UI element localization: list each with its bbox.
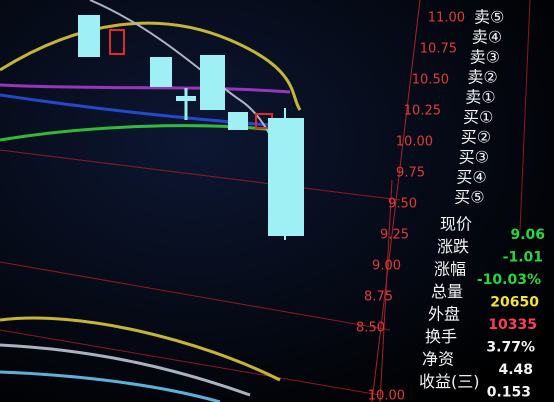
price-label: 10.00 [368,389,405,402]
candle [268,118,304,236]
price-label: 10.50 [412,73,449,88]
quote-label: 涨幅 [434,260,466,279]
ma-line [0,343,251,397]
quote-value: 9.06 [510,227,545,243]
grid-line [0,149,401,201]
quote-value: 20650 [490,295,539,311]
order-book-label: 买① [463,108,493,127]
grid-line [519,0,531,231]
order-book-label: 买④ [456,168,486,187]
ma-line [0,370,221,402]
axis-line [371,0,421,402]
order-book-label: 买⑤ [454,188,484,207]
candle [150,57,172,87]
screen-texts: 11.00 10.75 10.50 10.25 10.00 9.75 9.50 9.25 9.0… [356,8,545,402]
price-label: 10.75 [420,42,457,57]
price-label: 11.00 [428,11,465,26]
order-book-label: 买② [461,128,491,147]
grid-line [0,329,381,396]
grid [0,0,531,402]
candles [78,15,304,240]
order-book-label: 卖⑤ [474,8,504,27]
price-label: 10.25 [404,104,441,119]
quote-value: -10.03% [477,272,541,288]
ma-line [0,21,302,111]
quote-label: 收益(三) [419,372,480,391]
candle [200,55,225,110]
price-label: 10.00 [396,135,433,150]
price-label: 9.25 [380,228,409,243]
quote-label: 涨跌 [437,237,469,256]
price-label: 8.75 [364,290,393,305]
quote-label: 外盘 [428,305,460,324]
order-book-label: 卖④ [472,28,502,47]
candle [78,15,100,57]
candle [228,112,248,130]
quote-value: -1.01 [503,250,543,266]
grid-line [0,261,391,331]
quote-value: 10335 [488,317,537,333]
quote-label: 现价 [440,215,472,234]
price-label: 9.00 [372,259,401,274]
price-label: 9.50 [388,197,417,212]
candle [176,96,196,101]
price-label: 8.50 [356,321,385,336]
quote-label: 净资 [422,350,454,369]
quote-value: 0.153 [487,385,531,401]
ma-line [0,83,291,94]
quote-value: 3.77% [486,340,535,356]
candle [109,29,125,55]
ma-line [0,316,281,382]
order-book-label: 卖② [467,68,497,87]
order-book-label: 卖③ [470,48,500,67]
quote-label: 换手 [425,327,457,346]
quote-label: 总量 [431,282,463,301]
order-book-label: 买③ [459,148,489,167]
axis-line [379,179,393,402]
price-label: 9.75 [396,166,425,181]
order-book-label: 卖① [465,88,495,107]
quote-value: 4.48 [498,362,533,378]
